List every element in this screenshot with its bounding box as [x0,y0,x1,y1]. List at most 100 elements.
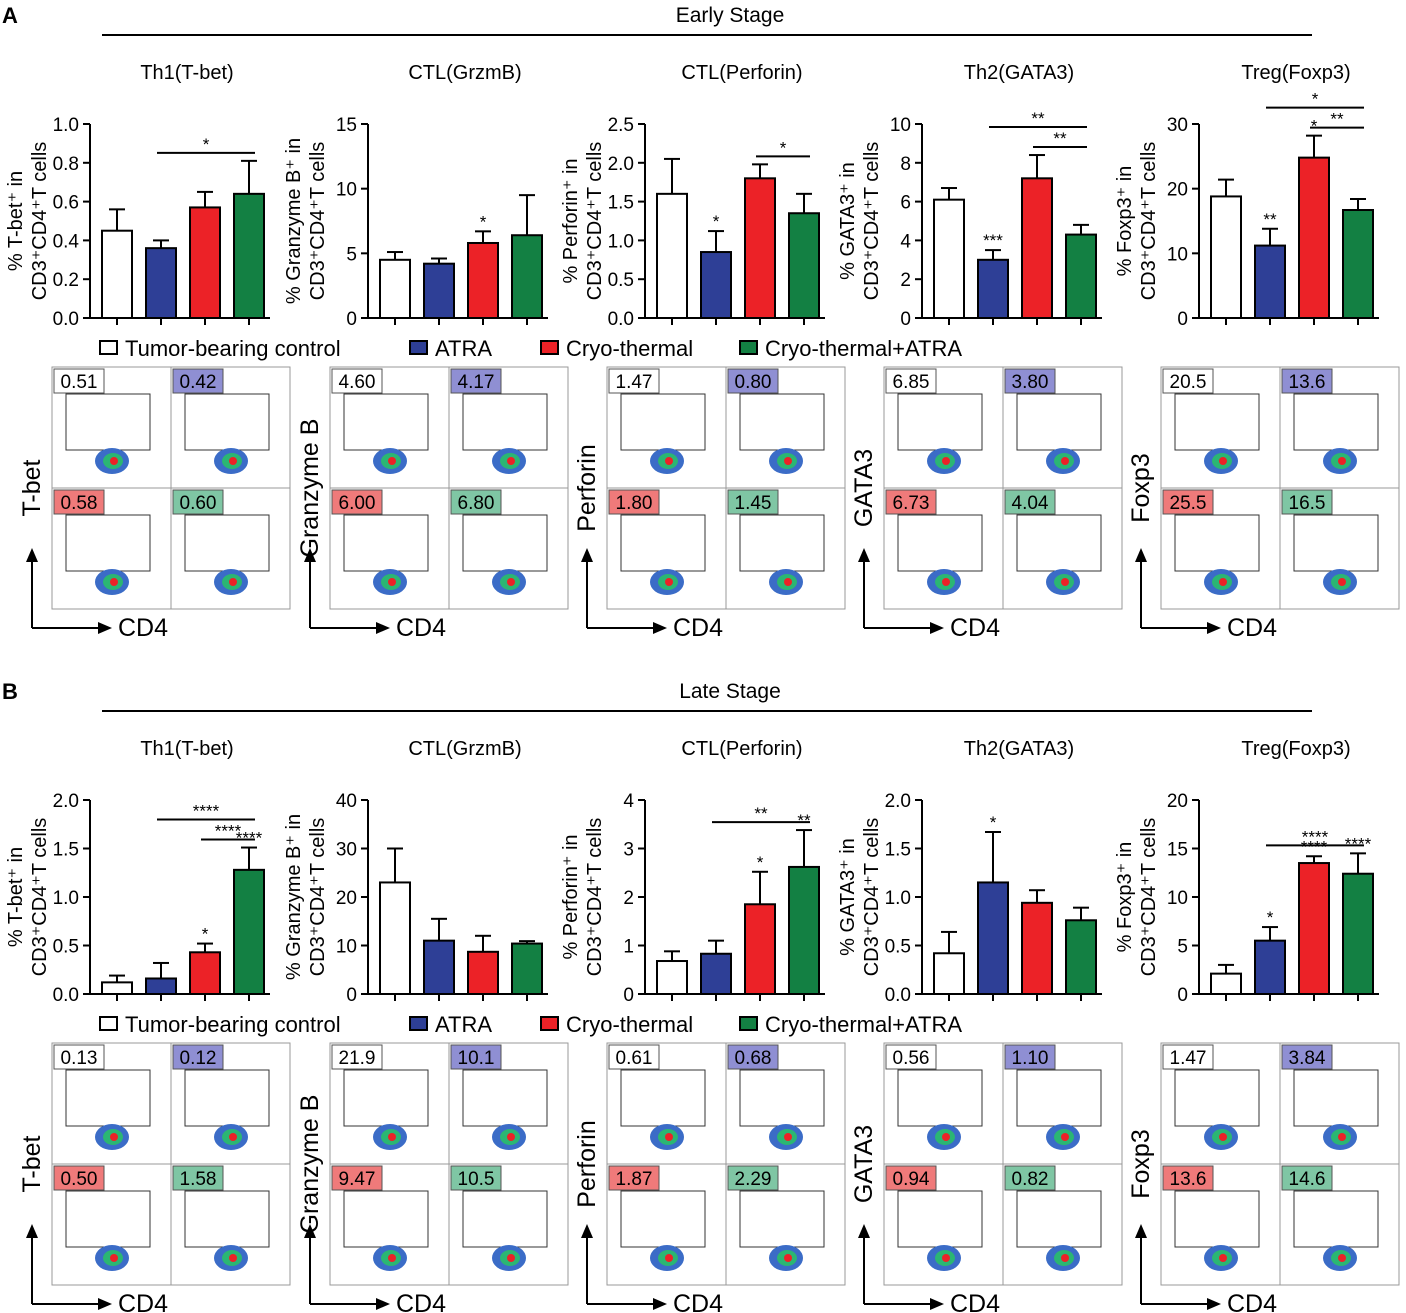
y-tick-label: 0.8 [53,154,79,175]
percent-value: 21.9 [339,1048,376,1069]
gate [620,1190,706,1248]
y-arrow-head [1135,1224,1147,1238]
flow-x-label: CD4 [673,1290,723,1313]
percent-value: 0.56 [893,1048,930,1069]
bar-chart-2: CTL(GrzmB) % Granzyme B⁺ in CD3⁺CD4⁺T cell… [283,62,548,330]
percent-badge [727,489,779,515]
gate [1293,1069,1379,1127]
legend-label: Cryo-thermal+ATRA [765,1012,962,1037]
bar-cryo [467,241,499,319]
y-arrow-head [26,1224,38,1238]
bar-combo [511,942,543,995]
y-axis-label: CD3⁺CD4⁺T cells [307,142,329,301]
gate [739,1190,825,1248]
percent-value: 0.50 [61,1169,98,1190]
gate [343,1190,429,1248]
y-tick-label: 5 [1177,937,1188,958]
bracket-label: ** [1330,110,1344,129]
y-tick-label: 2.0 [608,154,634,175]
y-tick-label: 10 [1167,888,1188,909]
percent-value: 0.82 [1012,1169,1049,1190]
bracket-label: * [203,135,210,154]
percent-badge [608,368,660,394]
percent-badge [172,1165,224,1191]
bar-combo [233,192,265,319]
bar-atra [977,881,1009,996]
flow-plot-5: 1.47 3.84 13.6 14.6 CD4 Foxp3 [1127,1042,1400,1313]
percent-value: 13.6 [1170,1169,1207,1190]
chart-title: Th1(T-bet) [140,62,233,84]
bar-chart-5: Treg(Foxp3) % Foxp3⁺ in CD3⁺CD4⁺T cells 0 10… [1114,62,1379,330]
percent-value: 1.47 [616,372,653,393]
y-axis-label: % Granzyme B⁺ in [283,814,305,980]
percent-value: 3.84 [1289,1048,1326,1069]
gate [65,393,151,451]
bar-control [379,258,411,319]
bar-combo [1065,919,1097,996]
y-axis-label: CD3⁺CD4⁺T cells [307,818,329,977]
y-axis-label: % T-bet⁺ in [5,171,27,271]
legend-label: Tumor-bearing control [125,1012,341,1037]
density-blob [229,457,237,465]
percent-value: 3.80 [1012,372,1049,393]
density-blob [665,1133,673,1141]
y-tick-label: 2.0 [885,791,911,812]
percent-badge [885,1165,937,1191]
legend-swatch [99,1016,118,1031]
percent-value: 16.5 [1289,493,1326,514]
significance-star: * [757,853,764,872]
percent-badge [1004,1165,1056,1191]
x-arrow-head [98,1298,112,1310]
legend: Tumor-bearing control ATRA Cryo-thermal Cry… [99,336,962,361]
y-tick-label: 0.0 [608,309,634,330]
bar-combo [1342,872,1374,995]
chart-title: CTL(GrzmB) [408,738,521,760]
y-tick-label: 20 [336,888,357,909]
percent-badge [1281,1044,1333,1070]
percent-badge [1004,1044,1056,1070]
flow-marker-label: Granzyme B [296,419,324,558]
bar-combo [1065,233,1097,319]
flow-x-label: CD4 [1227,614,1277,642]
y-tick-label: 0 [1177,985,1188,1006]
percent-badge [53,489,105,515]
density-blob [388,1254,396,1262]
gate [65,514,151,572]
percent-value: 0.80 [735,372,772,393]
flow-marker-label: Foxp3 [1127,453,1155,522]
y-tick-label: 30 [336,840,357,861]
gate [739,393,825,451]
gate [1016,393,1102,451]
percent-badge [331,1165,383,1191]
percent-value: 1.10 [1012,1048,1049,1069]
gate [1016,514,1102,572]
density-blob [784,1254,792,1262]
percent-badge [727,368,779,394]
significance-star: ** [1263,210,1277,229]
x-arrow-head [98,622,112,634]
gate [1174,1069,1260,1127]
density-blob [507,1133,515,1141]
bar-control [1210,972,1242,996]
y-tick-label: 0.0 [53,985,79,1006]
y-axis-label: % Foxp3⁺ in [1114,166,1136,277]
y-axis-label: % Granzyme B⁺ in [283,138,305,304]
percent-value: 4.04 [1012,493,1049,514]
significance-star: * [1267,908,1274,927]
panel-letter: B [2,679,18,704]
gate [1174,514,1260,572]
percent-badge [727,1165,779,1191]
legend-swatch [739,340,758,355]
gate [462,1069,548,1127]
gate [620,514,706,572]
percent-value: 10.1 [458,1048,495,1069]
density-blob [1219,457,1227,465]
percent-badge [172,1044,224,1070]
flow-marker-label: GATA3 [850,1125,878,1203]
density-blob [1219,1133,1227,1141]
flow-plot-3: 0.61 0.68 1.87 2.29 CD4 Perforin [573,1042,846,1313]
stage-title: Early Stage [676,4,785,27]
